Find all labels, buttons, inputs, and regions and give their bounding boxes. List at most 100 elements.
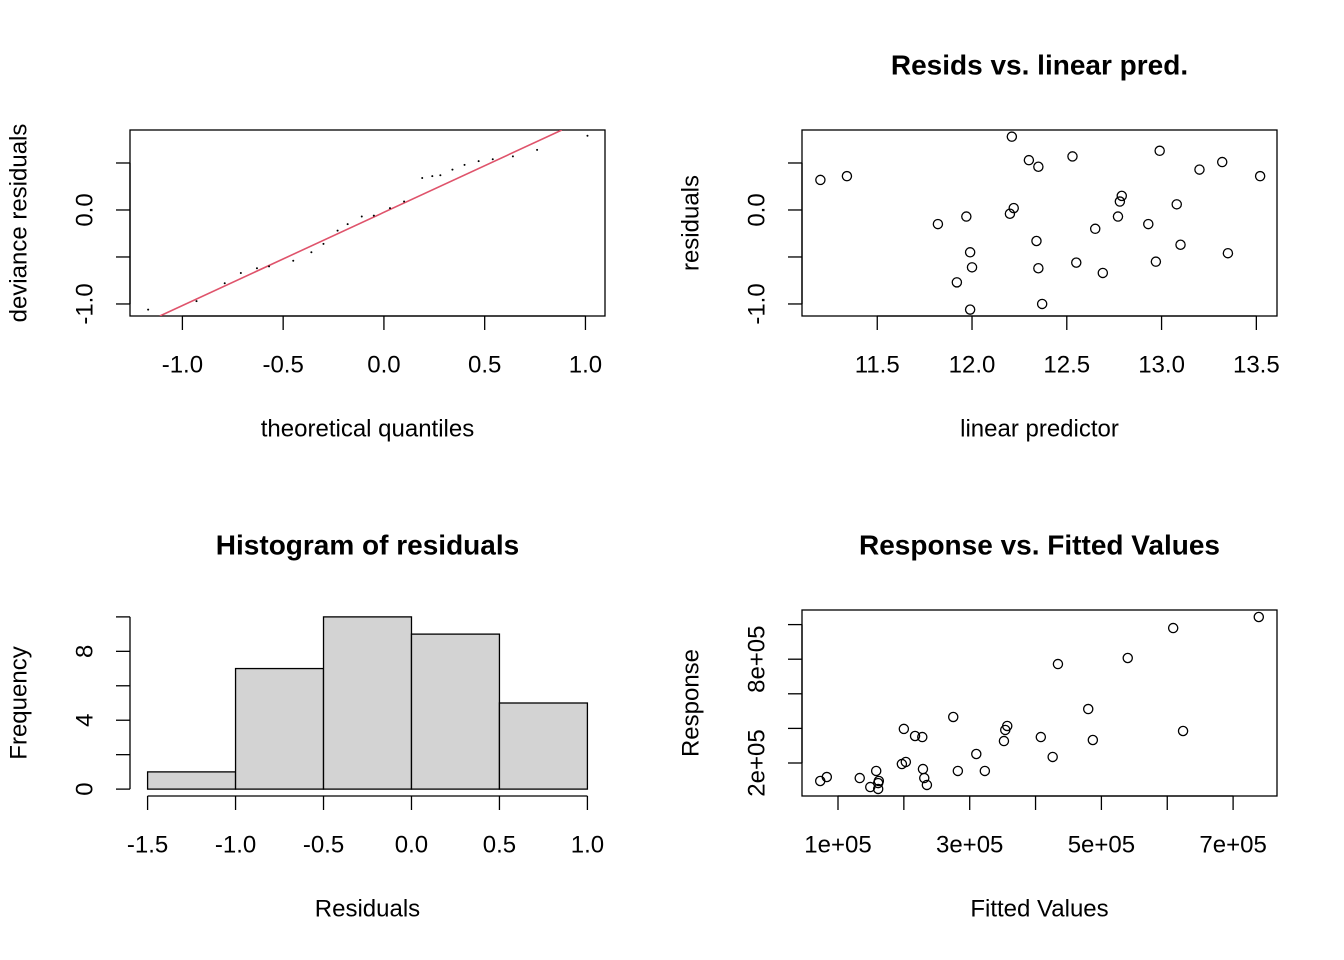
scatter-point bbox=[1071, 257, 1082, 268]
scatter-point bbox=[873, 775, 885, 787]
qq-point bbox=[421, 177, 424, 180]
qq-point bbox=[388, 207, 391, 210]
scatter-point bbox=[1216, 156, 1228, 168]
scatter-point bbox=[1150, 256, 1162, 267]
y-tick-label: 8 bbox=[71, 645, 98, 658]
scatter-point bbox=[952, 765, 964, 777]
scatter-point bbox=[1097, 267, 1109, 279]
scatter-point bbox=[898, 723, 910, 735]
scatter-point bbox=[1036, 298, 1048, 310]
scatter-point bbox=[979, 765, 991, 777]
x-tick-label: -1.5 bbox=[127, 831, 168, 858]
qq-point bbox=[346, 223, 349, 226]
x-tick-label: 12.0 bbox=[949, 351, 996, 378]
scatter-point bbox=[1033, 161, 1044, 172]
qq-point bbox=[239, 271, 242, 274]
x-tick-label: -0.5 bbox=[262, 351, 303, 378]
scatter-point bbox=[1254, 170, 1266, 182]
histogram-bar bbox=[498, 702, 589, 790]
scatter-point bbox=[1008, 202, 1019, 214]
qq-point bbox=[536, 148, 539, 151]
qq-point bbox=[223, 282, 226, 285]
qq-point bbox=[431, 175, 434, 178]
scatter-point bbox=[1194, 164, 1205, 175]
scatter-point bbox=[964, 304, 976, 315]
scatter-point bbox=[1067, 151, 1078, 162]
qq-point bbox=[491, 158, 494, 161]
x-tick-label: -0.5 bbox=[303, 831, 344, 858]
qq-point bbox=[292, 259, 295, 262]
x-tick-label: -1.0 bbox=[215, 831, 256, 858]
scatter-point bbox=[1154, 145, 1165, 157]
scatter-point bbox=[964, 247, 976, 258]
scatter-point bbox=[1087, 734, 1099, 746]
scatter-point bbox=[998, 735, 1010, 747]
y-tick-label: 0.0 bbox=[71, 193, 98, 226]
qq-point bbox=[451, 168, 454, 171]
x-tick-label: 1e+05 bbox=[804, 831, 871, 858]
x-tick-label: 1.0 bbox=[571, 831, 604, 858]
y-tick-label: 8e+05 bbox=[743, 625, 770, 692]
x-tick-label: 13.5 bbox=[1233, 351, 1280, 378]
x-axis-label: linear predictor bbox=[960, 415, 1119, 442]
x-tick-label: -1.0 bbox=[162, 351, 203, 378]
x-tick-label: 3e+05 bbox=[936, 831, 1003, 858]
scatter-point bbox=[821, 771, 833, 783]
scatter-point bbox=[919, 772, 930, 784]
y-axis-label: deviance residuals bbox=[5, 124, 32, 323]
chart-title: Response vs. Fitted Values bbox=[859, 529, 1220, 560]
qq-point bbox=[195, 300, 198, 303]
plot-box bbox=[801, 609, 1278, 797]
x-tick-label: 0.5 bbox=[483, 831, 516, 858]
scatter-point bbox=[971, 748, 982, 760]
qq-point bbox=[403, 200, 406, 203]
scatter-point bbox=[1052, 658, 1064, 670]
x-axis-label: Fitted Values bbox=[970, 895, 1108, 922]
scatter-point bbox=[900, 756, 912, 768]
scatter-point bbox=[917, 731, 928, 743]
scatter-point bbox=[1114, 196, 1126, 207]
x-tick-label: 0.0 bbox=[395, 831, 428, 858]
scatter-point bbox=[854, 772, 865, 784]
qq-point bbox=[255, 267, 258, 270]
scatter-point bbox=[1167, 622, 1179, 634]
scatter-point bbox=[1175, 239, 1186, 251]
x-tick-label: 0.5 bbox=[468, 351, 501, 378]
scatter-point bbox=[1001, 720, 1013, 732]
scatter-point bbox=[932, 218, 944, 230]
qq-point bbox=[511, 155, 514, 158]
x-tick-label: 12.5 bbox=[1043, 351, 1090, 378]
scatter-point bbox=[1023, 154, 1035, 166]
scatter-point bbox=[815, 174, 826, 186]
x-tick-label: 0.0 bbox=[367, 351, 400, 378]
y-tick-label: -1.0 bbox=[743, 283, 770, 324]
scatter-point bbox=[1089, 223, 1101, 235]
y-tick-label: 4 bbox=[71, 714, 98, 727]
qq-point bbox=[268, 265, 271, 268]
y-axis-label: Frequency bbox=[5, 646, 32, 759]
x-tick-label: 11.5 bbox=[855, 351, 900, 378]
x-tick-label: 7e+05 bbox=[1199, 831, 1266, 858]
x-axis-label: theoretical quantiles bbox=[261, 415, 474, 442]
scatter-point bbox=[966, 262, 978, 273]
plot-box bbox=[129, 129, 606, 317]
histogram-bar bbox=[410, 633, 501, 790]
scatter-point bbox=[1253, 611, 1265, 623]
qq-point bbox=[477, 160, 480, 163]
qq-point bbox=[310, 251, 313, 254]
scatter-point bbox=[1112, 211, 1124, 222]
scatter-point bbox=[947, 711, 959, 723]
x-tick-label: 5e+05 bbox=[1068, 831, 1135, 858]
qq-point bbox=[322, 242, 325, 245]
scatter-point bbox=[1177, 725, 1189, 737]
scatter-point bbox=[841, 170, 853, 182]
qq-point bbox=[336, 229, 339, 232]
scatter-point bbox=[1006, 131, 1018, 142]
qq-point bbox=[439, 174, 442, 177]
scatter-point bbox=[1082, 703, 1094, 715]
plot-box bbox=[801, 129, 1278, 317]
y-tick-label: 0 bbox=[71, 782, 98, 795]
qq-point bbox=[147, 308, 150, 311]
qq-point bbox=[360, 215, 363, 218]
